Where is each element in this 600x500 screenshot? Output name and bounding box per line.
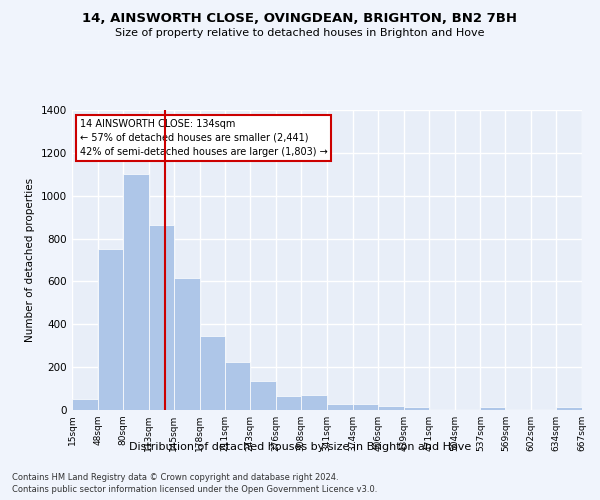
Text: Size of property relative to detached houses in Brighton and Hove: Size of property relative to detached ho…: [115, 28, 485, 38]
Bar: [98, 250, 123, 410]
Bar: [173, 278, 199, 410]
Bar: [353, 404, 378, 410]
Y-axis label: Number of detached properties: Number of detached properties: [25, 178, 35, 342]
Text: Contains HM Land Registry data © Crown copyright and database right 2024.: Contains HM Land Registry data © Crown c…: [12, 472, 338, 482]
Bar: [199, 336, 226, 410]
Bar: [378, 406, 404, 410]
Bar: [149, 224, 173, 410]
Bar: [301, 395, 327, 410]
Text: 14 AINSWORTH CLOSE: 134sqm
← 57% of detached houses are smaller (2,441)
42% of s: 14 AINSWORTH CLOSE: 134sqm ← 57% of deta…: [80, 119, 328, 157]
Bar: [226, 362, 250, 410]
Text: Contains public sector information licensed under the Open Government Licence v3: Contains public sector information licen…: [12, 485, 377, 494]
Text: Distribution of detached houses by size in Brighton and Hove: Distribution of detached houses by size …: [129, 442, 471, 452]
Bar: [404, 408, 428, 410]
Bar: [123, 174, 149, 410]
Bar: [556, 408, 582, 410]
Bar: [481, 408, 505, 410]
Bar: [276, 396, 301, 410]
Text: 14, AINSWORTH CLOSE, OVINGDEAN, BRIGHTON, BN2 7BH: 14, AINSWORTH CLOSE, OVINGDEAN, BRIGHTON…: [83, 12, 517, 26]
Bar: [327, 404, 353, 410]
Bar: [250, 381, 276, 410]
Bar: [72, 400, 98, 410]
